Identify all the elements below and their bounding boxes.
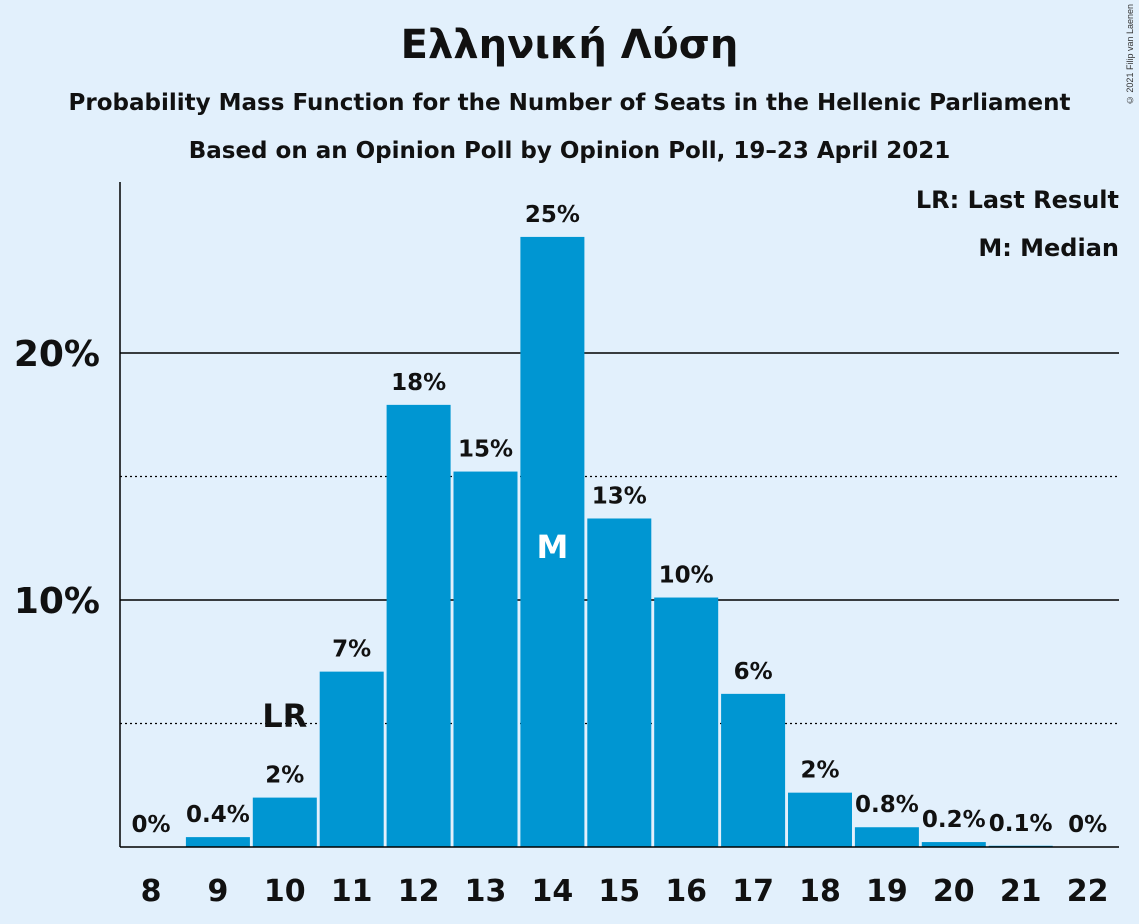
chart-source: Based on an Opinion Poll by Opinion Poll… <box>188 138 951 164</box>
x-tick-label: 11 <box>331 874 373 909</box>
x-tick-label: 21 <box>1000 874 1042 909</box>
bar-value-label: 0% <box>131 812 170 838</box>
bar <box>453 471 518 847</box>
bar <box>721 693 786 847</box>
x-tick-label: 20 <box>933 874 975 909</box>
chart-title: Ελληνική Λύση <box>400 22 739 68</box>
x-tick-label: 22 <box>1067 874 1109 909</box>
median-marker: M <box>536 528 568 566</box>
x-tick-label: 12 <box>398 874 440 909</box>
bar-value-label: 0.8% <box>855 792 919 818</box>
bar <box>386 404 451 847</box>
bar <box>654 597 719 847</box>
x-tick-label: 14 <box>532 874 574 909</box>
x-tick-label: 15 <box>598 874 640 909</box>
bar <box>185 837 250 847</box>
bar-value-label: 0.2% <box>922 807 986 833</box>
bar <box>252 797 317 847</box>
bar <box>788 792 852 847</box>
x-tick-label: 17 <box>732 874 774 909</box>
bar-value-label: 0.1% <box>989 811 1053 837</box>
y-tick-label: 10% <box>14 581 100 622</box>
y-tick-label: 20% <box>14 334 100 375</box>
bar-value-label: 0.4% <box>186 802 250 828</box>
bar-value-label: 7% <box>332 637 371 663</box>
x-tick-label: 8 <box>141 874 162 909</box>
x-tick-label: 19 <box>866 874 908 909</box>
bar-value-label: 15% <box>458 437 513 463</box>
x-tick-label: 9 <box>207 874 228 909</box>
legend-median: M: Median <box>978 234 1119 262</box>
bar-value-label: 2% <box>800 758 839 784</box>
x-tick-label: 16 <box>665 874 707 909</box>
bar-value-label: 25% <box>525 202 580 228</box>
legend-last-result: LR: Last Result <box>915 186 1119 214</box>
bar <box>587 518 652 847</box>
bar <box>921 842 986 847</box>
bar-value-label: 10% <box>659 563 714 589</box>
bar-value-label: 13% <box>592 483 647 509</box>
bar-value-label: 18% <box>391 370 446 396</box>
x-tick-label: 18 <box>799 874 841 909</box>
x-tick-label: 13 <box>465 874 507 909</box>
bar <box>520 236 585 847</box>
chart-subtitle: Probability Mass Function for the Number… <box>68 90 1071 116</box>
bar-value-label: 2% <box>265 763 304 789</box>
last-result-marker: LR <box>262 697 307 735</box>
bar-value-label: 0% <box>1068 812 1107 838</box>
x-tick-label: 10 <box>264 874 306 909</box>
bar <box>854 827 919 847</box>
bar <box>319 671 384 847</box>
bar-value-label: 6% <box>734 659 773 685</box>
